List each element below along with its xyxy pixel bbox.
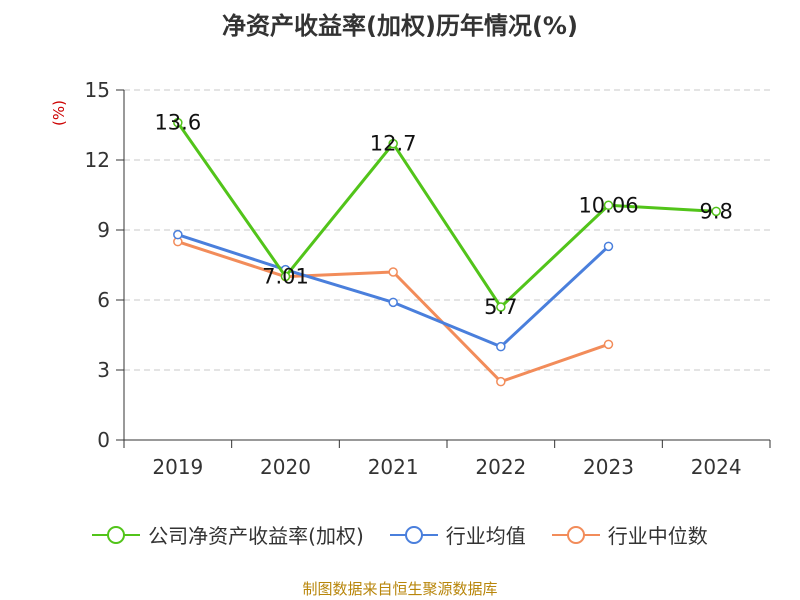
legend-label-industry-mean: 行业均值 (445, 524, 526, 548)
data-point (603, 241, 614, 252)
legend-swatch-industry-mean (389, 525, 438, 544)
y-tick-label: 15 (85, 78, 110, 102)
series-lines (173, 117, 721, 387)
data-label: 13.6 (154, 111, 201, 135)
data-label: 12.7 (370, 132, 417, 156)
data-point (173, 117, 183, 128)
legend-label-industry-median: 行业中位数 (607, 524, 708, 548)
data-point (173, 229, 183, 240)
data-label: 5.7 (484, 295, 517, 319)
x-tick-label: 2019 (152, 455, 203, 479)
y-tick-label: 9 (97, 218, 110, 242)
axes: 0 3 6 9 12 15 2019 2020 2021 2022 2023 2024 (85, 78, 771, 479)
data-point (496, 376, 506, 387)
data-label: 9.8 (699, 199, 732, 223)
y-tick-label: 6 (97, 288, 110, 312)
legend-label-company-roe: 公司净资产收益率(加权) (148, 524, 364, 548)
data-point (388, 138, 398, 149)
source-note: 制图数据来自恒生聚源数据库 (302, 580, 498, 598)
x-tick-label: 2021 (368, 455, 419, 479)
data-point (603, 339, 614, 350)
x-tick-label: 2023 (583, 455, 634, 479)
chart-title: 净资产收益率(加权)历年情况(%) (222, 12, 578, 40)
legend-item-industry-median[interactable]: 行业中位数 (551, 520, 708, 549)
data-point (496, 302, 506, 312)
legend-swatch-industry-median (551, 525, 600, 544)
x-tick-label: 2024 (691, 455, 742, 479)
legend-item-industry-mean[interactable]: 行业均值 (389, 520, 526, 549)
x-tick-label: 2020 (260, 455, 311, 479)
data-point (496, 341, 506, 352)
y-tick-label: 0 (97, 428, 110, 452)
data-point (280, 271, 291, 282)
series-line (177, 240, 609, 384)
legend-item-company-roe[interactable]: 公司净资产收益率(加权) (92, 520, 364, 549)
data-point (388, 267, 398, 277)
data-point (711, 206, 721, 217)
data-label: 10.06 (578, 193, 638, 217)
data-point (388, 297, 398, 308)
series-line (177, 233, 610, 349)
data-labels: 13.6 7.01 12.7 5.7 10.06 9.8 (154, 111, 732, 319)
legend: 公司净资产收益率(加权) 行业均值 行业中位数 (0, 520, 800, 549)
y-tick-label: 12 (85, 148, 110, 172)
series-line (176, 121, 717, 309)
y-tick-label: 3 (97, 358, 110, 382)
x-tick-label: 2022 (475, 455, 526, 479)
data-point (603, 200, 614, 211)
data-label: 7.01 (262, 264, 309, 288)
legend-swatch-company-roe (92, 525, 141, 544)
grid-lines (124, 89, 770, 371)
